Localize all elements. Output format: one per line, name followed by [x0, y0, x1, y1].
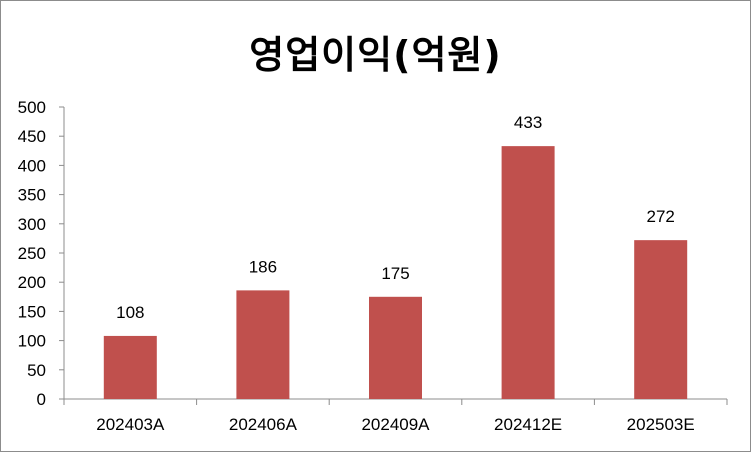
x-tick-label: 202403A: [96, 415, 165, 434]
chart-title: 영업이익(억원): [249, 33, 502, 77]
y-tick-label: 200: [18, 273, 46, 292]
data-label: 272: [647, 207, 675, 226]
bars: [103, 146, 688, 399]
y-tick-label: 300: [18, 215, 46, 234]
bar: [103, 335, 157, 399]
x-tick-label: 202409A: [361, 415, 430, 434]
y-tick-label: 250: [18, 244, 46, 263]
y-tick-label: 500: [18, 98, 46, 117]
bar: [634, 240, 688, 399]
y-tick-label: 0: [37, 390, 46, 409]
y-tick-label: 400: [18, 156, 46, 175]
bar: [501, 146, 555, 399]
y-tick-label: 150: [18, 302, 46, 321]
x-tick-label: 202412E: [494, 415, 562, 434]
bar: [369, 296, 422, 399]
x-tick-label: 202406A: [229, 415, 298, 434]
y-tick-label: 450: [18, 127, 46, 146]
data-label: 108: [116, 303, 144, 322]
data-label: 175: [381, 264, 409, 283]
data-labels: 108 186 175 433 272: [116, 113, 675, 322]
y-tick-label: 50: [27, 361, 46, 380]
data-label: 433: [514, 113, 542, 132]
bar: [236, 290, 290, 399]
y-tick-label: 350: [18, 186, 46, 205]
y-tick-label: 100: [18, 332, 46, 351]
x-tick-label: 202503E: [627, 415, 695, 434]
axes: 0 50 100 150 200 250 300 350 400 450 500 202403A 202…: [18, 98, 728, 434]
data-label: 186: [249, 257, 277, 276]
